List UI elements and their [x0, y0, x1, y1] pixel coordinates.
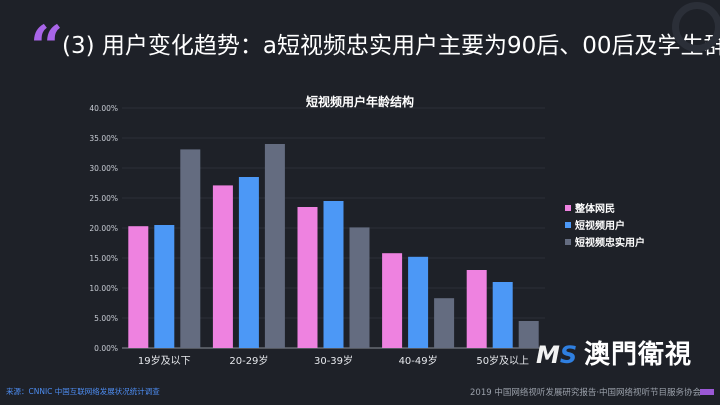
footer-text: 2019 中国网络视听发展研究报告·中国网络视听节目服务协会 — [470, 388, 702, 398]
bar — [466, 270, 487, 348]
watermark-ms-icon: MS — [536, 336, 582, 374]
y-tick-label: 5.00% — [94, 314, 118, 323]
bar — [128, 226, 149, 348]
x-tick-label: 30-39岁 — [314, 354, 353, 367]
x-tick-label: 19岁及以下 — [138, 354, 191, 367]
y-tick-label: 25.00% — [89, 194, 118, 203]
y-tick-label: 10.00% — [89, 284, 118, 293]
legend-swatch — [565, 239, 571, 245]
y-tick-label: 35.00% — [89, 134, 118, 143]
y-tick-label: 0.00% — [94, 344, 118, 353]
legend-swatch — [565, 222, 571, 228]
legend-label: 短视频忠实用户 — [575, 236, 645, 249]
y-tick-label: 30.00% — [89, 164, 118, 173]
bar — [297, 207, 318, 348]
quote-mark-icon: “ — [30, 13, 64, 81]
source-note: 来源：CNNIC 中国互联网络发展状况统计调查 — [6, 387, 160, 396]
bar — [264, 144, 285, 348]
watermark-letter-m: M — [536, 341, 560, 369]
corner-ring-decoration — [672, 2, 720, 52]
bar — [212, 185, 233, 348]
chart-bars — [128, 144, 539, 348]
x-tick-label: 20-29岁 — [229, 354, 268, 367]
legend-swatch — [565, 205, 571, 211]
bar — [180, 149, 201, 348]
bar — [154, 225, 175, 348]
bar — [408, 256, 429, 348]
bar — [323, 201, 344, 348]
watermark-logo: MS 澳門衛視 — [536, 336, 716, 374]
y-tick-label: 20.00% — [89, 224, 118, 233]
x-tick-label: 50岁及以上 — [476, 354, 529, 367]
legend-label: 短视频用户 — [575, 219, 625, 232]
watermark-text: 澳門衛視 — [584, 340, 693, 370]
page-title: (3) 用户变化趋势：a短视频忠实用户主要为90后、00后及学生群体 — [62, 33, 720, 59]
bar — [492, 282, 513, 348]
bar — [238, 177, 259, 348]
legend-label: 整体网民 — [574, 202, 615, 215]
x-axis: 19岁及以下 20-29岁 30-39岁 40-49岁 50岁及以上 — [138, 354, 529, 367]
bar — [434, 298, 455, 348]
y-tick-label: 15.00% — [89, 254, 118, 263]
bar — [518, 321, 539, 348]
y-tick-label: 40.00% — [89, 104, 118, 113]
watermark-letter-s: S — [559, 341, 578, 369]
x-tick-label: 40-49岁 — [399, 354, 438, 367]
footer-accent-bar — [700, 389, 714, 395]
bar — [382, 253, 403, 348]
bar — [349, 227, 370, 348]
y-axis: 0.00% 5.00% 10.00% 15.00% 20.00% 25.00% 30.00%… — [89, 104, 118, 353]
chart-title: 短视频用户年龄结构 — [306, 94, 414, 109]
